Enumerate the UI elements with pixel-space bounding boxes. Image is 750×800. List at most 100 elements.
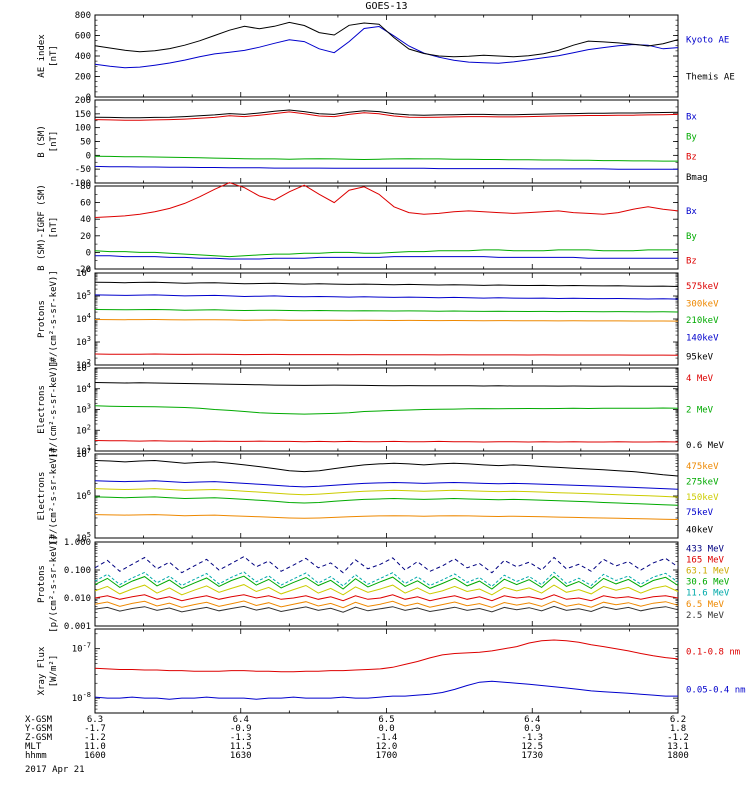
legend-by: By (686, 133, 697, 143)
axis-row-value: -1.2 (84, 733, 106, 743)
axis-row-value: 6.4 (233, 715, 249, 725)
axis-row-value: 11.5 (230, 742, 252, 752)
panel-frame-ae-index (94, 14, 679, 98)
axis-title-electrons-mev: Electrons (37, 385, 47, 434)
axis-row-label-mlt: MLT (25, 742, 42, 752)
panel-frame-protons-mev (94, 541, 679, 627)
axis-row-label-y-gsm: Y-GSM (25, 724, 53, 734)
series-bx (95, 255, 678, 260)
series-75kev (94, 480, 679, 490)
legend-0-05-0-4-nm: 0.05-0.4 nm (686, 685, 746, 695)
ytick-label: 20 (80, 232, 91, 242)
ytick-label: 0.010 (64, 594, 91, 604)
ytick-label: 50 (80, 138, 91, 148)
series-0-1-0-8-nm (94, 639, 679, 673)
panel-frame-protons-high (94, 272, 679, 366)
legend-0-1-0-8-nm: 0.1-0.8 nm (686, 648, 740, 658)
ytick-label: 200 (75, 73, 91, 83)
ytick-label: 800 (75, 11, 91, 21)
series-by (94, 155, 678, 162)
legend-11-6-mev: 11.6 MeV (686, 588, 730, 598)
axis-row-value: 1800 (667, 751, 689, 761)
ytick-label: 10-7 (72, 642, 91, 655)
axis-row-value: 1630 (230, 751, 252, 761)
axis-row-value: 6.2 (670, 715, 686, 725)
axis-row-value: 11.0 (84, 742, 106, 752)
series-kyoto-ae (94, 25, 679, 69)
chart-title: GOES-13 (365, 1, 408, 12)
ytick-label: 0.001 (64, 622, 91, 632)
series-140kev (94, 294, 679, 300)
axis-title-b-sm: B (SM) (37, 125, 47, 158)
ytick-label: 1.000 (64, 538, 91, 548)
axis-row-value: 1730 (521, 751, 543, 761)
series-6-5-mev (94, 600, 679, 609)
ytick-label: 106 (76, 489, 91, 502)
axis-row-value: 1600 (84, 751, 106, 761)
ytick-label: 200 (75, 96, 91, 106)
legend-2-mev: 2 MeV (686, 406, 714, 416)
ytick-label: 102 (76, 358, 91, 371)
ytick-label: 104 (76, 382, 91, 395)
series-by (94, 249, 678, 258)
ytick-label: -100 (69, 179, 91, 189)
series-275kev (94, 496, 679, 506)
axis-title-ae-index: AE index (37, 34, 47, 78)
axis-row-value: 1.8 (670, 724, 686, 734)
series-300kev (94, 318, 679, 322)
axis-units-xray-flux: [W/m²] (49, 655, 59, 688)
axis-row-value: -1.4 (376, 733, 398, 743)
series-433-mev (94, 555, 679, 574)
axis-units-protons-mev: [p/(cm²-s-sr-keV)] (49, 535, 59, 633)
ytick-label: 100 (75, 124, 91, 134)
legend-75kev: 75keV (686, 508, 714, 518)
legend-210kev: 210keV (686, 316, 719, 326)
date-label: 2017 Apr 21 (25, 765, 85, 775)
axis-units-ae-index: [nT] (49, 45, 59, 67)
ytick-label: 0 (86, 151, 91, 161)
legend-40kev: 40keV (686, 526, 714, 536)
legend-by: By (686, 232, 697, 242)
legend-kyoto-ae: Kyoto AE (686, 36, 729, 46)
ytick-label: 102 (76, 423, 91, 436)
legend-bx: Bx (686, 207, 697, 217)
axis-row-value: 0.0 (378, 724, 394, 734)
ytick-label: 0.100 (64, 566, 91, 576)
ytick-label: 107 (76, 447, 91, 460)
axis-units-b-sm-igrf: [nT] (49, 217, 59, 239)
series-30-6-mev (94, 575, 679, 590)
axis-title-protons-mev: Protons (37, 565, 47, 603)
ytick-label: 600 (75, 32, 91, 42)
legend-150kev: 150keV (686, 493, 719, 503)
ytick-label: 150 (75, 110, 91, 120)
axis-row-value: -0.9 (230, 724, 252, 734)
series-63-1-mev (94, 584, 679, 596)
series-95kev (94, 281, 679, 287)
axis-title-protons-high: Protons (37, 300, 47, 338)
ytick-label: 0 (86, 93, 91, 103)
ytick-label: 60 (80, 199, 91, 209)
series-0-6-mev (94, 382, 679, 387)
legend-bz: Bz (686, 152, 697, 162)
ytick-label: 101 (76, 444, 91, 457)
ytick-label: 105 (76, 531, 91, 544)
ytick-label: 104 (76, 312, 91, 325)
axis-row-label-z-gsm: Z-GSM (25, 733, 53, 743)
axis-row-value: 0.9 (524, 724, 540, 734)
axis-row-value: 6.5 (378, 715, 394, 725)
series-2-5-mev (94, 605, 679, 613)
axis-row-value: -1.2 (667, 733, 689, 743)
series-2-mev (94, 405, 679, 415)
legend-475kev: 475keV (686, 462, 719, 472)
series-bmag (94, 109, 679, 119)
panel-frame-electrons-mev (94, 367, 679, 452)
legend-95kev: 95keV (686, 353, 714, 363)
series-themis-ae (94, 21, 679, 58)
axis-row-value: 1700 (376, 751, 398, 761)
axis-row-value: 12.0 (376, 742, 398, 752)
series-bz (94, 182, 679, 218)
axis-title-b-sm-igrf: B (SM)-IGRF (SM) (37, 184, 47, 271)
series-475kev (94, 514, 679, 520)
axis-row-value: 6.4 (524, 715, 540, 725)
legend-bz: Bz (686, 257, 697, 267)
